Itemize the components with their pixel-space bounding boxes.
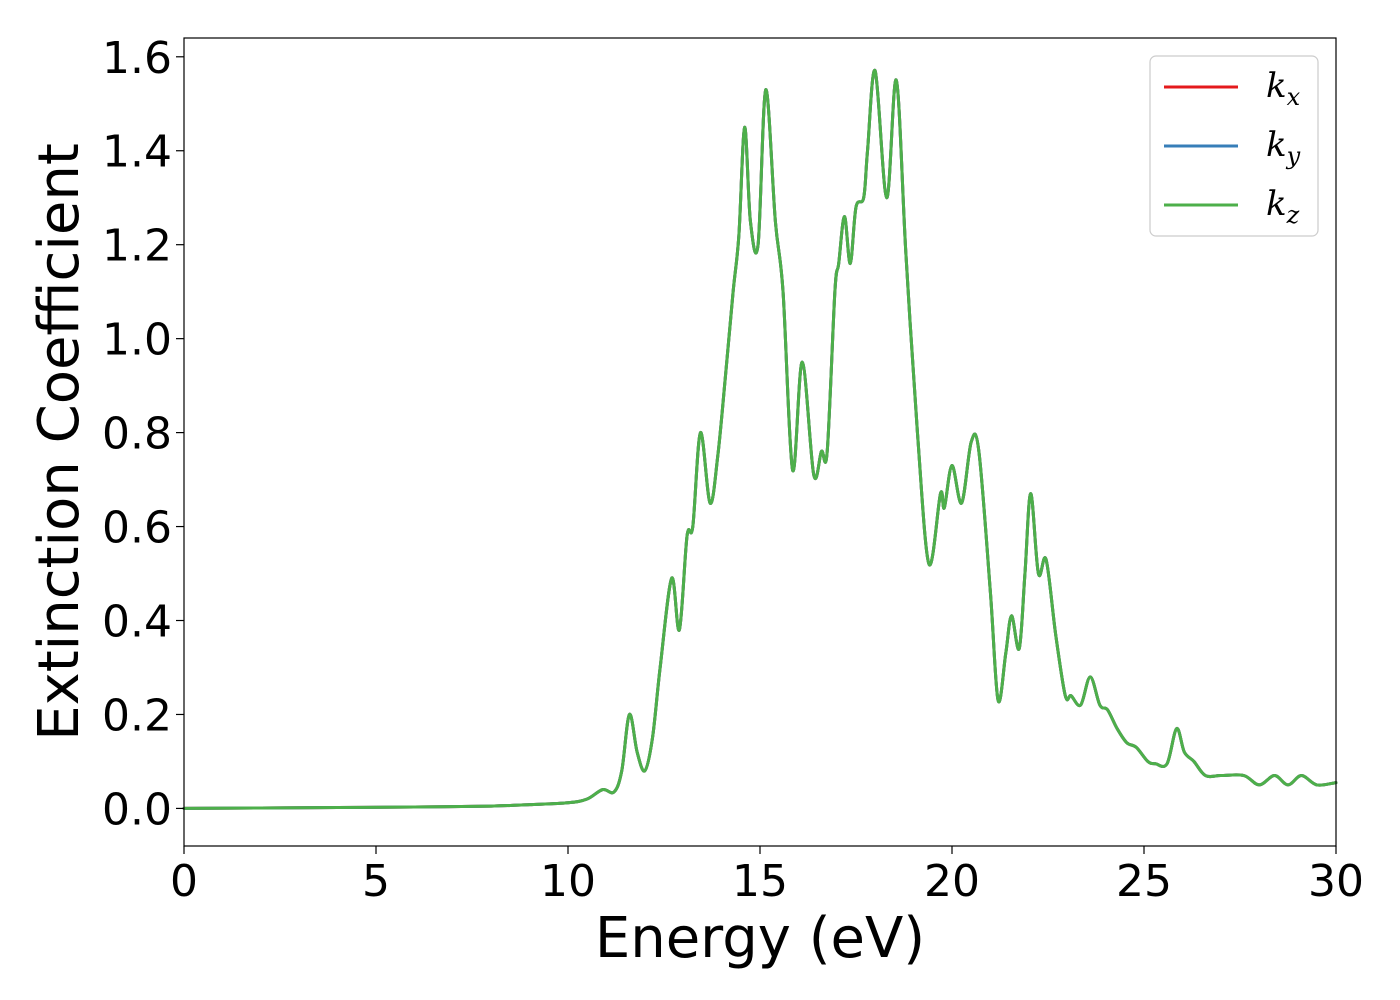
legend-label: ky bbox=[1266, 125, 1301, 170]
x-tick-label: 15 bbox=[732, 856, 788, 907]
y-tick-label: 0.8 bbox=[102, 409, 172, 460]
y-tick-label: 0.6 bbox=[102, 503, 172, 554]
y-axis-title: Extinction Coefficient bbox=[27, 143, 92, 741]
y-tick-label: 1.2 bbox=[102, 221, 172, 272]
legend-label-base: k bbox=[1266, 125, 1287, 165]
legend-label-base: k bbox=[1266, 66, 1287, 106]
legend-label-subscript: x bbox=[1287, 83, 1301, 111]
legend-label-subscript: z bbox=[1286, 201, 1300, 229]
x-tick-label: 10 bbox=[540, 856, 596, 907]
legend-label-base: k bbox=[1266, 184, 1287, 224]
legend-label: kz bbox=[1266, 184, 1300, 229]
y-tick-label: 0.0 bbox=[102, 784, 172, 835]
x-tick-label: 0 bbox=[170, 856, 198, 907]
y-tick-label: 1.6 bbox=[102, 33, 172, 84]
legend-label-subscript: y bbox=[1286, 142, 1301, 170]
y-tick-label: 1.0 bbox=[102, 315, 172, 366]
x-axis-ticks: 0 5 10 15 20 25 30 bbox=[170, 846, 1364, 907]
series-line-k-z bbox=[182, 69, 1338, 810]
x-tick-label: 5 bbox=[362, 856, 390, 907]
y-axis-ticks: 0.0 0.2 0.4 0.6 0.8 1.0 1.2 1.4 1.6 bbox=[102, 33, 184, 835]
y-tick-label: 1.4 bbox=[102, 127, 172, 178]
y-tick-label: 0.4 bbox=[102, 597, 172, 648]
x-tick-label: 20 bbox=[924, 856, 980, 907]
x-tick-label: 25 bbox=[1116, 856, 1172, 907]
legend-label: kx bbox=[1266, 66, 1301, 111]
x-axis-title: Energy (eV) bbox=[595, 906, 925, 971]
y-tick-label: 0.2 bbox=[102, 690, 172, 741]
series-layer bbox=[182, 69, 1338, 810]
x-tick-label: 30 bbox=[1308, 856, 1364, 907]
